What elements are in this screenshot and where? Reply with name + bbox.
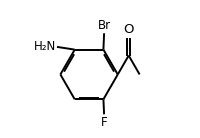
Text: O: O <box>123 23 134 36</box>
Text: H₂N: H₂N <box>34 40 56 53</box>
Text: F: F <box>101 116 107 129</box>
Text: Br: Br <box>98 19 111 32</box>
